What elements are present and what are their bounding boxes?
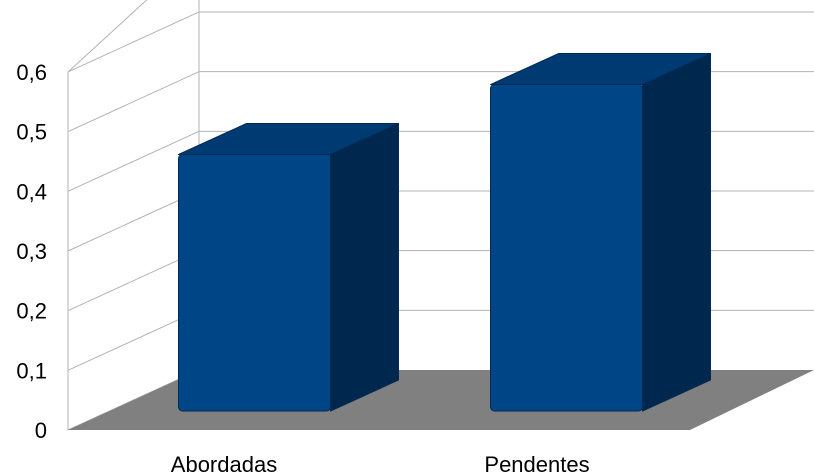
- bar-side-face: [330, 122, 399, 412]
- y-tick-label: 0,6: [16, 60, 47, 85]
- x-category-label: Pendentes: [484, 452, 589, 476]
- gridline-diagonal: [67, 11, 200, 73]
- bar-pendentes: [490, 53, 711, 412]
- y-tick-label: 0: [35, 418, 47, 443]
- y-axis-tick-labels: 0 0,1 0,2 0,3 0,4 0,5 0,6: [16, 60, 47, 443]
- y-tick-label: 0,5: [16, 120, 47, 145]
- gridline-diagonal: [67, 130, 200, 192]
- y-tick-label: 0,2: [16, 299, 47, 324]
- bars: [178, 53, 711, 412]
- y-tick-label: 0,3: [16, 239, 47, 264]
- gridline-diagonal: [67, 71, 200, 133]
- gridline-diagonal: [67, 190, 200, 252]
- x-axis-category-labels: Abordadas Pendentes: [171, 452, 590, 476]
- gridline-diagonal: [67, 309, 200, 371]
- y-tick-label: 0,4: [16, 179, 47, 204]
- y-tick-label: 0,1: [16, 358, 47, 383]
- bar-front-face: [490, 84, 643, 412]
- bar-side-face: [642, 53, 711, 412]
- top-wall-edge: [67, 0, 148, 73]
- gridline-diagonal: [67, 250, 200, 312]
- bar-front-face: [178, 153, 331, 412]
- x-category-label: Abordadas: [171, 452, 277, 476]
- bar-abordadas: [178, 122, 399, 412]
